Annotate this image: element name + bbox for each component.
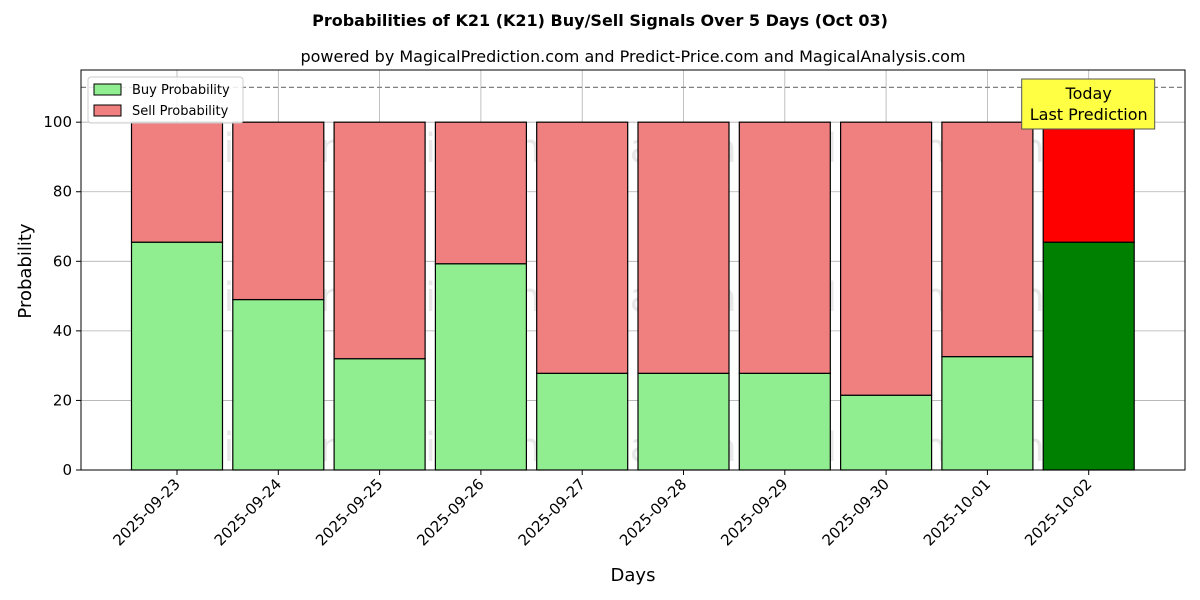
sell-bar-2025-09-23 <box>130 121 224 243</box>
annotation-text: Today <box>1065 84 1112 103</box>
legend-label: Sell Probability <box>132 104 229 119</box>
x-tick-label: 2025-09-24 <box>211 475 285 549</box>
sell-bar-2025-09-29 <box>738 121 831 374</box>
sell-bar-2025-09-27 <box>536 121 629 374</box>
y-tick-label: 20 <box>53 391 72 409</box>
buy-bar-2025-09-23 <box>130 241 224 471</box>
buy-bar-2025-09-30 <box>839 394 933 471</box>
legend: Buy Probability Sell Probability <box>87 76 244 124</box>
sell-bar-2025-09-28 <box>637 121 730 374</box>
y-axis-label: Probability <box>15 223 36 318</box>
buy-bar-2025-09-29 <box>738 372 831 471</box>
y-tick-label: 80 <box>53 183 72 201</box>
sell-bar-2025-10-02 <box>1042 121 1135 243</box>
x-tick-label: 2025-09-26 <box>413 475 487 549</box>
x-axis-label: Days <box>611 565 656 586</box>
buy-bar-2025-09-26 <box>434 263 527 471</box>
chart-title: Probabilities of K21 (K21) Buy/Sell Sign… <box>312 11 888 30</box>
annotation-text: Last Prediction <box>1030 105 1148 124</box>
x-tick-label: 2025-09-29 <box>717 475 791 549</box>
y-tick-label: 60 <box>53 252 72 270</box>
x-tick-label: 2025-09-30 <box>819 475 893 549</box>
buy-bar-2025-10-02 <box>1042 241 1135 471</box>
chart-subtitle: powered by MagicalPrediction.com and Pre… <box>300 47 965 66</box>
y-tick-label: 0 <box>62 461 72 479</box>
y-tick-label: 100 <box>43 113 72 131</box>
legend-swatch <box>93 104 122 117</box>
buy-bar-2025-09-24 <box>232 298 325 471</box>
bars <box>130 121 1135 471</box>
x-tick-label: 2025-10-01 <box>920 475 994 549</box>
axes <box>80 69 1186 471</box>
annotation-box <box>1021 78 1156 130</box>
legend-label: Buy Probability <box>132 83 230 98</box>
x-tick-label: 2025-09-28 <box>616 475 690 549</box>
sell-bar-2025-10-01 <box>941 121 1034 358</box>
sell-bar-2025-09-25 <box>333 121 426 360</box>
x-tick-label: 2025-09-27 <box>515 475 589 549</box>
x-tick-label: 2025-10-02 <box>1021 475 1095 549</box>
sell-bar-2025-09-30 <box>839 121 933 396</box>
x-tick-label: 2025-09-23 <box>109 475 183 549</box>
legend-box <box>87 76 244 124</box>
buy-bar-2025-09-28 <box>637 372 730 471</box>
legend-swatch <box>93 83 122 96</box>
buy-bar-2025-09-27 <box>536 372 629 471</box>
buy-bar-2025-10-01 <box>941 356 1034 471</box>
buy-bar-2025-09-25 <box>333 358 426 471</box>
plot-frame <box>80 69 1186 471</box>
sell-bar-2025-09-26 <box>434 121 527 265</box>
today-annotation: Today Last Prediction <box>1021 78 1156 130</box>
sell-bar-2025-09-24 <box>232 121 325 301</box>
y-tick-label: 40 <box>53 322 72 340</box>
x-tick-label: 2025-09-25 <box>312 475 386 549</box>
